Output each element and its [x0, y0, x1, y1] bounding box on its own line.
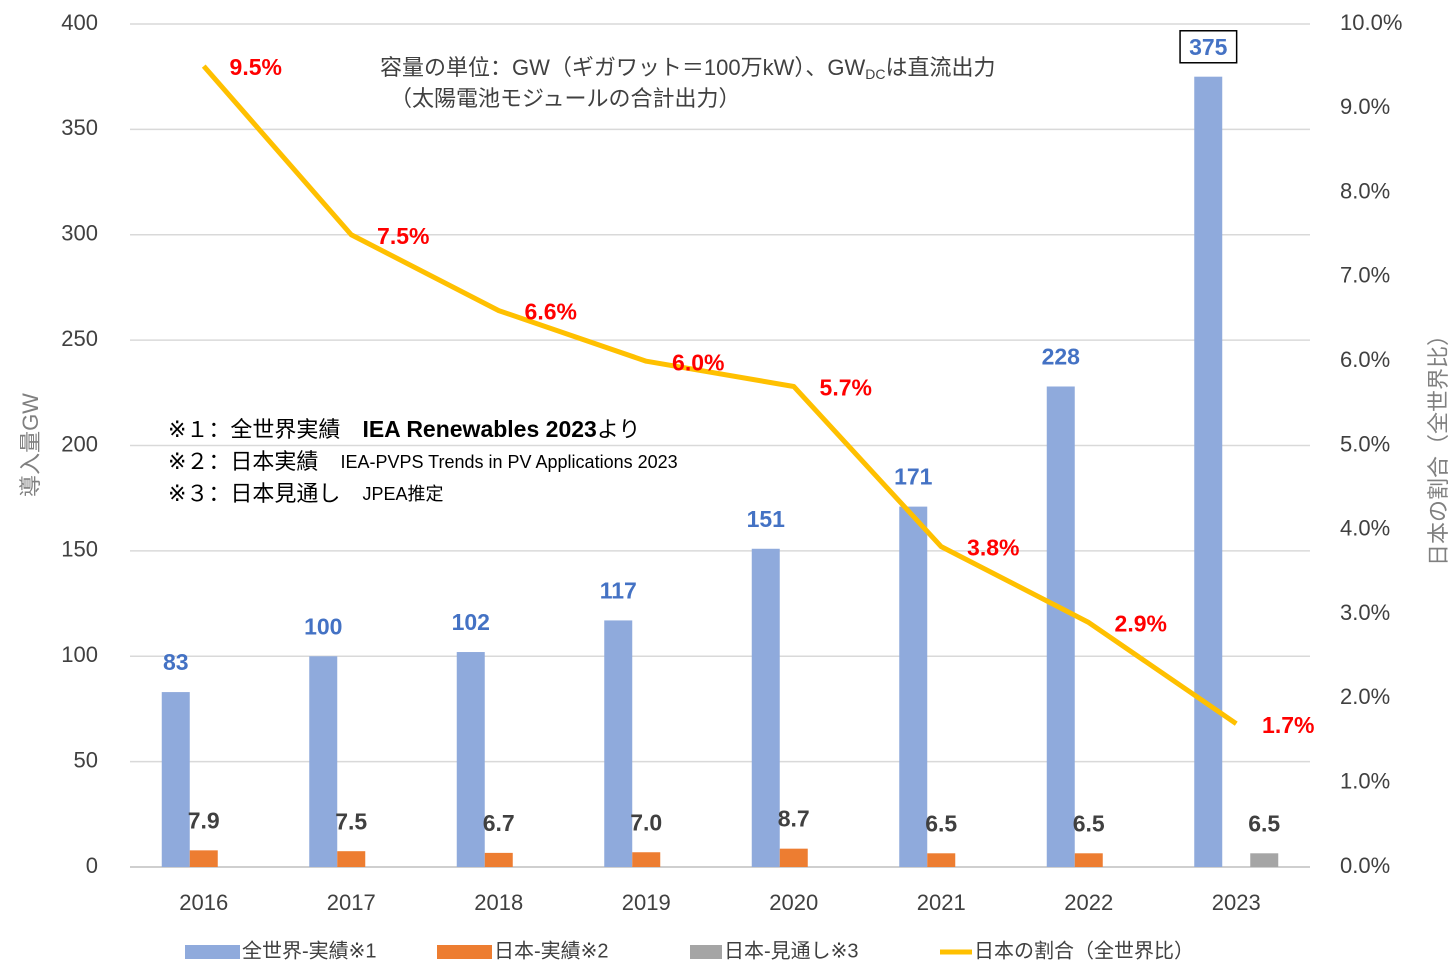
legend-label: 日本‐見通し※3 — [724, 939, 859, 962]
footnote-part: より — [597, 417, 641, 442]
bar — [632, 852, 661, 867]
y-tick-label: 300 — [61, 221, 98, 246]
x-tick-label: 2017 — [327, 890, 376, 915]
x-tick-label: 2022 — [1064, 890, 1113, 915]
bar — [751, 548, 780, 867]
line — [201, 64, 1238, 726]
legend-swatch — [690, 945, 722, 959]
footnote: ※３：日本見通し JPEA推定 — [168, 481, 443, 506]
data-label: 6.6% — [525, 299, 577, 325]
data-label: 5.7% — [820, 375, 872, 401]
y2-tick-label: 4.0% — [1340, 516, 1390, 541]
legend-label: 日本の割合（全世界比） — [974, 939, 1194, 962]
bar — [161, 692, 190, 867]
y-tick-label: 400 — [61, 10, 98, 35]
y2-tick-label: 9.0% — [1340, 94, 1390, 119]
y2-tick-label: 10.0% — [1340, 10, 1402, 35]
legend-label: 日本‐実績※2 — [494, 939, 609, 962]
footnote-part: JPEA推定 — [362, 484, 443, 504]
data-label: 3.8% — [967, 535, 1019, 561]
y2-tick-label: 2.0% — [1340, 684, 1390, 709]
footnote-part: ※１：全世界実績 — [168, 417, 362, 442]
note-part: は直流出力 — [885, 55, 995, 80]
y2-tick-label: 3.0% — [1340, 600, 1390, 625]
data-label: 83 — [163, 649, 189, 675]
data-label: 6.5 — [925, 810, 957, 836]
y2-axis-title: 日本の割合（全世界比） — [1426, 324, 1451, 566]
footnote-part: IEA Renewables 2023 — [362, 416, 596, 442]
data-label: 7.9 — [188, 807, 220, 833]
bar — [337, 851, 366, 867]
note-part: （太陽電池モジュールの合計出力） — [390, 86, 740, 111]
note-part: 容量の単位：GW（ギガワット＝100万kW）、GW — [380, 55, 865, 80]
bar — [1194, 76, 1223, 867]
data-label: 6.5 — [1248, 810, 1280, 836]
bar — [456, 652, 485, 867]
bar — [779, 848, 808, 867]
y2-tick-label: 1.0% — [1340, 769, 1390, 794]
y-tick-label: 200 — [61, 431, 98, 456]
y2-tick-label: 0.0% — [1340, 853, 1390, 878]
note-part: DC — [865, 66, 885, 82]
data-label: 1.7% — [1262, 712, 1314, 738]
bar — [309, 656, 338, 867]
footnote-part: ※３：日本見通し — [168, 481, 362, 506]
legend-swatch — [437, 945, 492, 959]
y2-tick-label: 5.0% — [1340, 431, 1390, 456]
y-tick-label: 100 — [61, 642, 98, 667]
bar — [899, 506, 928, 867]
note: （太陽電池モジュールの合計出力） — [390, 86, 740, 111]
x-tick-label: 2021 — [917, 890, 966, 915]
footnote-part: ※２：日本実績 — [168, 449, 340, 474]
bar — [604, 620, 633, 867]
data-label: 151 — [747, 506, 786, 532]
data-label: 7.5 — [335, 808, 367, 834]
footnote: ※２：日本実績 IEA-PVPS Trends in PV Applicatio… — [168, 449, 678, 474]
footnote: ※１：全世界実績 IEA Renewables 2023より — [168, 416, 640, 442]
y2-tick-label: 6.0% — [1340, 347, 1390, 372]
data-label: 102 — [452, 609, 490, 635]
x-tick-label: 2019 — [622, 890, 671, 915]
data-label: 9.5% — [230, 54, 282, 80]
data-label: 6.7 — [483, 810, 515, 836]
data-label: 228 — [1042, 344, 1081, 370]
x-tick-label: 2018 — [474, 890, 523, 915]
data-label: 100 — [304, 613, 342, 639]
y-tick-label: 350 — [61, 115, 98, 140]
bar — [1250, 853, 1279, 867]
y-tick-label: 50 — [74, 747, 98, 772]
x-tick-label: 2016 — [179, 890, 228, 915]
data-label: 7.0 — [630, 809, 662, 835]
bar — [927, 853, 956, 867]
legend-swatch — [185, 945, 240, 959]
data-label: 7.5% — [377, 223, 429, 249]
data-label: 8.7 — [778, 806, 810, 832]
data-label: 375 — [1189, 34, 1228, 60]
footnote-part: IEA-PVPS Trends in PV Applications 2023 — [340, 452, 677, 472]
data-label: 171 — [894, 464, 933, 490]
y-tick-label: 0 — [86, 853, 98, 878]
bar — [484, 852, 513, 867]
label-box — [1179, 30, 1238, 64]
bar — [1046, 386, 1075, 867]
x-tick-label: 2020 — [769, 890, 818, 915]
bar — [189, 850, 218, 867]
y2-tick-label: 8.0% — [1340, 178, 1390, 203]
y-axis-title: 導入量GW — [18, 393, 43, 497]
legend-label: 全世界-実績※1 — [242, 939, 377, 962]
y2-tick-label: 7.0% — [1340, 263, 1390, 288]
data-label: 6.5 — [1073, 810, 1105, 836]
y-tick-label: 250 — [61, 326, 98, 351]
x-tick-label: 2023 — [1212, 890, 1261, 915]
data-label: 2.9% — [1115, 611, 1167, 637]
bar — [1074, 853, 1103, 867]
y-tick-label: 150 — [61, 537, 98, 562]
data-label: 117 — [600, 578, 637, 604]
note: 容量の単位：GW（ギガワット＝100万kW）、GWDCは直流出力 — [380, 55, 995, 82]
data-label: 6.0% — [672, 349, 724, 375]
